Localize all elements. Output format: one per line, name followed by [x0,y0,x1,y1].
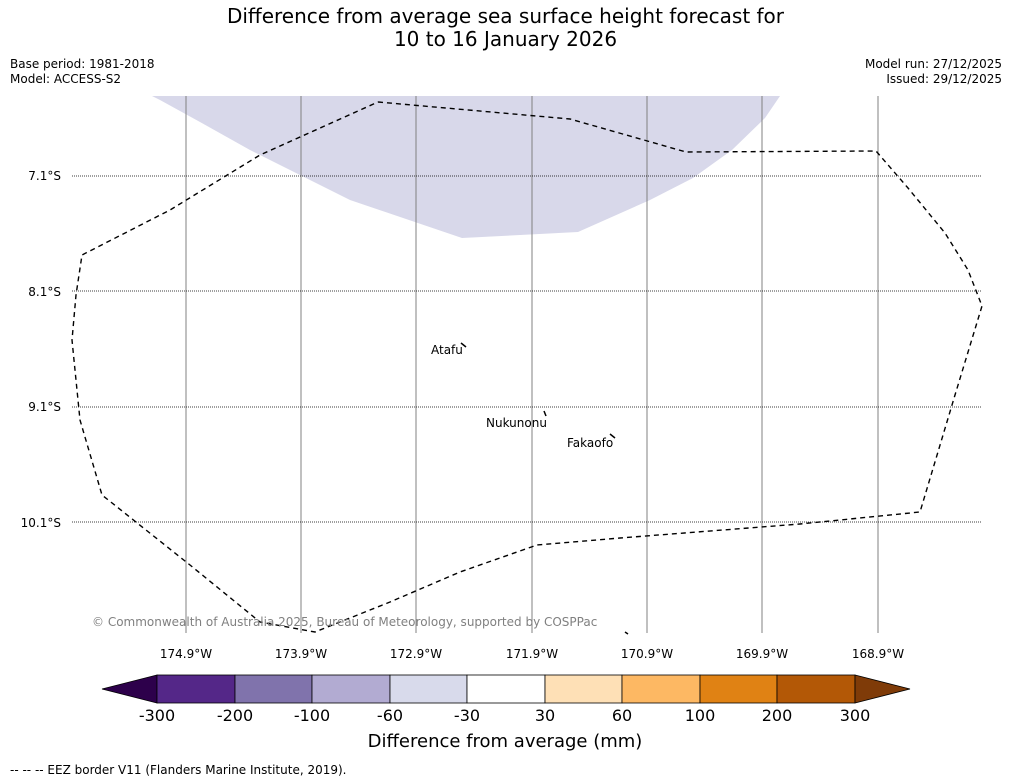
eez-footnote: -- -- -- EEZ border V11 (Flanders Marine… [10,763,347,777]
colorbar-bin-4 [390,675,467,703]
colorbar-tick-1: -300 [139,706,175,725]
copyright-notice: © Commonwealth of Australia 2025, Bureau… [92,615,597,629]
lat-label-10-1: 10.1°S [21,516,61,530]
lon-label-169-9: 169.9°W [736,647,788,661]
colorbar-tick-9: 200 [762,706,793,725]
lat-label-7-1: 7.1°S [28,169,61,183]
lon-label-170-9: 170.9°W [621,647,673,661]
colorbar-tick-7: 60 [612,706,632,725]
map-svg: 7.1°S 8.1°S 9.1°S 10.1°S 174.9°W 173.9°W… [0,0,1011,781]
swains-island-shape [625,632,628,634]
colorbar-tick-6: 30 [535,706,555,725]
colorbar-tick-3: -100 [294,706,330,725]
lon-label-174-9: 174.9°W [160,647,212,661]
lon-label-172-9: 172.9°W [390,647,442,661]
lat-label-8-1: 8.1°S [28,285,61,299]
meridian-lines [186,96,878,633]
colorbar-bin-8 [700,675,777,703]
lon-label-168-9: 168.9°W [852,647,904,661]
lon-label-171-9: 171.9°W [506,647,558,661]
colorbar-tick-2: -200 [217,706,253,725]
colorbar-extend-high [855,675,910,703]
colorbar-bin-2 [235,675,312,703]
colorbar-title: Difference from average (mm) [368,731,643,752]
colorbar [102,675,910,703]
colorbar-bin-1 [157,675,235,703]
colorbar-tick-10: 300 [840,706,871,725]
lon-label-173-9: 173.9°W [275,647,327,661]
fakaofo-label: Fakaofo [567,436,613,450]
colorbar-extend-low [102,675,157,703]
atafu-label: Atafu [431,343,463,357]
colorbar-bin-5 [467,675,545,703]
colorbar-bin-7 [622,675,700,703]
colorbar-bin-3 [312,675,390,703]
nukunonu-label: Nukunonu [486,416,547,430]
colorbar-bin-6 [545,675,622,703]
colorbar-tick-5: -30 [454,706,480,725]
colorbar-tick-4: -60 [377,706,403,725]
anomaly-region [152,96,780,238]
colorbar-bin-9 [777,675,855,703]
colorbar-tick-8: 100 [685,706,716,725]
lat-label-9-1: 9.1°S [28,400,61,414]
